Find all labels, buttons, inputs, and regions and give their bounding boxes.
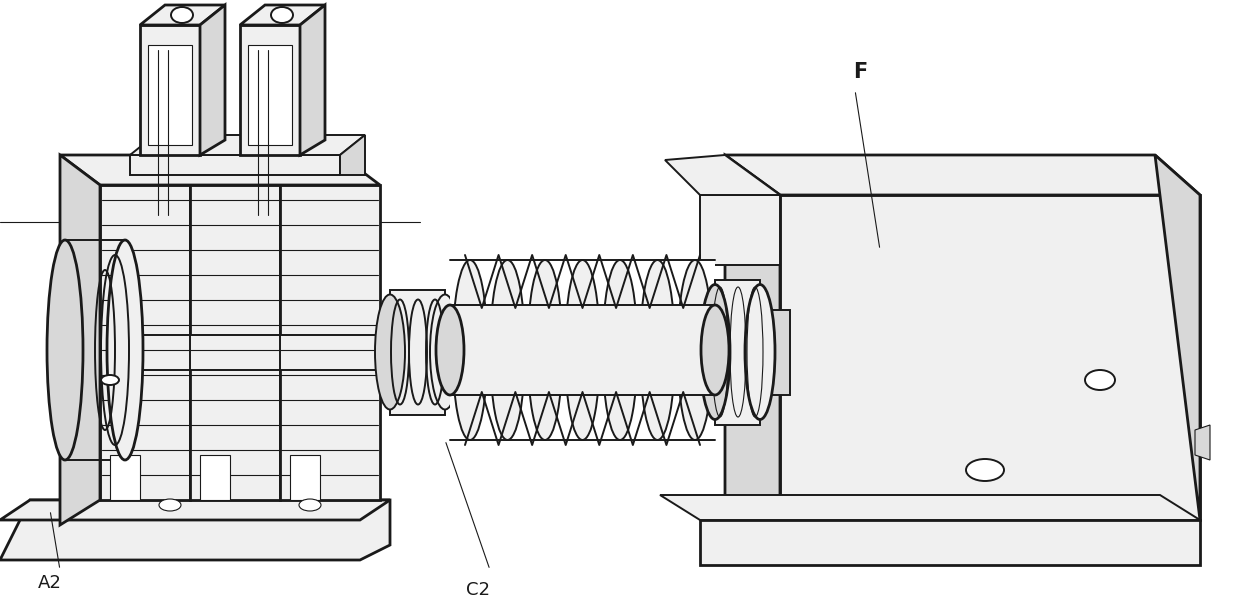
Polygon shape bbox=[700, 195, 781, 265]
Polygon shape bbox=[781, 195, 1201, 520]
Polygon shape bbox=[760, 310, 790, 395]
Polygon shape bbox=[725, 520, 1201, 555]
Ellipse shape bbox=[375, 295, 405, 410]
Polygon shape bbox=[1194, 425, 1211, 460]
Polygon shape bbox=[59, 155, 100, 525]
Polygon shape bbox=[300, 5, 325, 155]
Ellipse shape bbox=[701, 305, 729, 395]
Polygon shape bbox=[240, 5, 325, 25]
Polygon shape bbox=[665, 155, 781, 195]
Polygon shape bbox=[1155, 155, 1201, 520]
Ellipse shape bbox=[602, 260, 638, 440]
Polygon shape bbox=[130, 135, 366, 155]
Ellipse shape bbox=[271, 7, 292, 23]
Polygon shape bbox=[725, 155, 1201, 195]
Polygon shape bbox=[190, 185, 280, 500]
Ellipse shape bbox=[171, 7, 193, 23]
Polygon shape bbox=[147, 45, 192, 145]
Polygon shape bbox=[130, 155, 339, 175]
Polygon shape bbox=[110, 455, 140, 500]
Ellipse shape bbox=[700, 285, 730, 419]
Ellipse shape bbox=[452, 260, 487, 440]
Polygon shape bbox=[120, 335, 430, 370]
Ellipse shape bbox=[745, 285, 776, 419]
Ellipse shape bbox=[107, 240, 142, 460]
Ellipse shape bbox=[299, 499, 321, 511]
Polygon shape bbox=[390, 290, 445, 415]
Ellipse shape bbox=[528, 260, 563, 440]
Polygon shape bbox=[0, 500, 390, 560]
Polygon shape bbox=[280, 185, 380, 500]
Ellipse shape bbox=[641, 260, 675, 440]
Ellipse shape bbox=[565, 260, 600, 440]
Ellipse shape bbox=[159, 499, 181, 511]
Ellipse shape bbox=[678, 260, 712, 440]
Polygon shape bbox=[700, 520, 1201, 565]
Ellipse shape bbox=[1085, 370, 1115, 390]
Ellipse shape bbox=[47, 240, 83, 460]
Ellipse shape bbox=[966, 459, 1004, 481]
Polygon shape bbox=[0, 500, 390, 520]
Polygon shape bbox=[248, 45, 292, 145]
Text: A2: A2 bbox=[38, 574, 62, 592]
Polygon shape bbox=[100, 185, 190, 500]
Polygon shape bbox=[450, 305, 715, 395]
Polygon shape bbox=[140, 25, 199, 155]
Polygon shape bbox=[715, 280, 760, 425]
Ellipse shape bbox=[430, 295, 460, 410]
Polygon shape bbox=[450, 260, 715, 440]
Ellipse shape bbox=[102, 375, 119, 385]
Polygon shape bbox=[199, 5, 225, 155]
Polygon shape bbox=[140, 5, 225, 25]
Ellipse shape bbox=[489, 260, 525, 440]
Polygon shape bbox=[240, 25, 300, 155]
Polygon shape bbox=[199, 455, 230, 500]
Polygon shape bbox=[290, 455, 320, 500]
Text: F: F bbox=[852, 62, 867, 82]
Polygon shape bbox=[660, 495, 1201, 520]
Ellipse shape bbox=[436, 305, 463, 395]
Polygon shape bbox=[725, 155, 781, 555]
Polygon shape bbox=[339, 135, 366, 175]
Text: C2: C2 bbox=[466, 581, 489, 599]
Polygon shape bbox=[59, 155, 380, 185]
